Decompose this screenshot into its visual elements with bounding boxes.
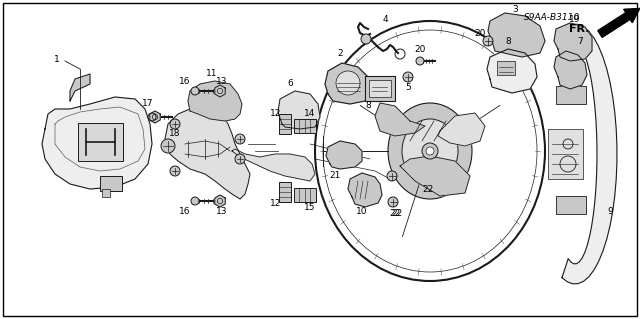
Text: 1: 1 (54, 55, 60, 63)
Text: 15: 15 (304, 203, 316, 211)
Text: 22: 22 (392, 209, 403, 218)
Text: 5: 5 (405, 83, 411, 92)
Text: 13: 13 (216, 77, 228, 85)
Text: 22: 22 (389, 209, 401, 218)
Bar (279, 182, 291, 202)
Bar (279, 114, 291, 134)
Polygon shape (488, 13, 545, 57)
Circle shape (161, 139, 175, 153)
Text: 7: 7 (577, 36, 583, 46)
Text: 13: 13 (216, 206, 228, 216)
Text: 18: 18 (169, 130, 180, 138)
Text: 21: 21 (330, 172, 340, 181)
Text: 16: 16 (179, 206, 191, 216)
Text: 9: 9 (607, 206, 613, 216)
Polygon shape (278, 91, 320, 129)
Bar (100, 176, 122, 191)
Circle shape (235, 134, 245, 144)
Ellipse shape (315, 21, 545, 281)
Bar (294, 119, 316, 133)
Polygon shape (215, 195, 225, 207)
Circle shape (191, 197, 199, 205)
Polygon shape (188, 81, 242, 121)
Circle shape (560, 156, 576, 172)
Polygon shape (326, 141, 362, 169)
Text: 14: 14 (304, 109, 316, 118)
Circle shape (416, 57, 424, 65)
Text: FR.: FR. (570, 24, 590, 34)
Circle shape (191, 87, 199, 95)
Bar (556, 196, 586, 214)
Text: 8: 8 (365, 101, 371, 110)
Circle shape (403, 72, 413, 82)
Polygon shape (348, 173, 382, 207)
Text: 22: 22 (422, 184, 434, 194)
Bar (365, 76, 395, 101)
Circle shape (388, 197, 398, 207)
Circle shape (483, 36, 493, 46)
Text: 19: 19 (569, 14, 580, 24)
Bar (102, 189, 110, 197)
Circle shape (361, 34, 371, 44)
Circle shape (422, 143, 438, 159)
Circle shape (336, 71, 360, 95)
Circle shape (170, 166, 180, 176)
Bar (78, 123, 123, 161)
Polygon shape (554, 23, 592, 61)
Text: 17: 17 (142, 100, 154, 108)
Bar (369, 80, 391, 97)
Polygon shape (215, 85, 225, 97)
Text: 12: 12 (270, 109, 282, 118)
Text: 16: 16 (179, 77, 191, 85)
Text: 20: 20 (474, 28, 486, 38)
Text: 10: 10 (356, 206, 368, 216)
Polygon shape (487, 49, 537, 93)
Polygon shape (438, 113, 485, 146)
Ellipse shape (402, 119, 458, 183)
Ellipse shape (388, 103, 472, 199)
Text: 4: 4 (382, 14, 388, 24)
Text: 8: 8 (505, 36, 511, 46)
FancyArrow shape (598, 8, 640, 37)
Circle shape (148, 113, 156, 121)
Text: 6: 6 (287, 79, 293, 88)
Polygon shape (375, 103, 425, 136)
Polygon shape (150, 111, 160, 123)
Polygon shape (325, 63, 370, 104)
Text: S9AA-B3110: S9AA-B3110 (524, 12, 580, 21)
Text: 3: 3 (512, 4, 518, 13)
Text: 11: 11 (206, 70, 218, 78)
Bar (497, 61, 515, 75)
Polygon shape (400, 156, 470, 196)
Polygon shape (232, 149, 315, 181)
Text: 2: 2 (337, 49, 343, 58)
Bar (294, 188, 316, 202)
Circle shape (387, 171, 397, 181)
Text: 20: 20 (414, 44, 426, 54)
Bar (556, 86, 586, 104)
Circle shape (235, 154, 245, 164)
Polygon shape (70, 74, 90, 101)
Polygon shape (42, 97, 152, 189)
Circle shape (170, 119, 180, 129)
Polygon shape (562, 24, 617, 284)
Polygon shape (554, 51, 587, 89)
Circle shape (426, 147, 434, 155)
Bar (548, 129, 583, 179)
Text: 12: 12 (270, 199, 282, 209)
Polygon shape (165, 109, 250, 199)
